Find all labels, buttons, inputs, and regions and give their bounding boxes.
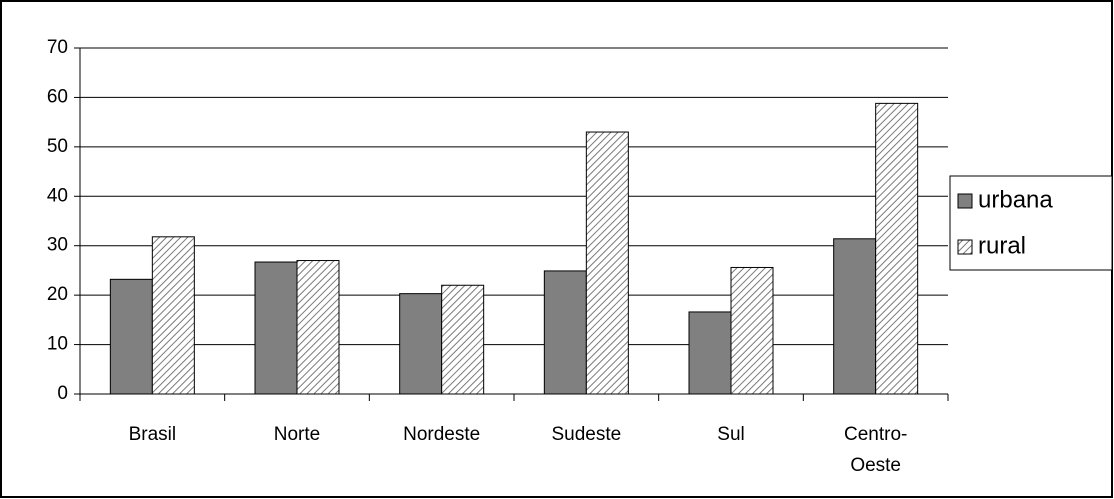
legend-swatch <box>957 239 973 255</box>
y-tick-label: 0 <box>57 383 68 404</box>
bar <box>875 102 919 395</box>
y-tick-label: 70 <box>47 37 68 58</box>
y-tick-label: 60 <box>47 86 68 107</box>
x-tick-label-line: Centro- <box>844 424 907 445</box>
bar <box>151 236 195 395</box>
y-tick-label: 10 <box>47 334 68 355</box>
x-tick-label: Centro- Oeste <box>844 424 907 476</box>
bar <box>543 270 587 395</box>
x-tick-label-line: Oeste <box>850 455 901 476</box>
bar <box>688 311 732 395</box>
legend-box <box>949 175 1113 271</box>
legend-label: rural <box>978 232 1026 259</box>
bar <box>730 266 774 395</box>
y-tick-label: 40 <box>47 185 68 206</box>
bar <box>833 238 877 395</box>
bar <box>254 261 298 395</box>
x-tick-label: Sul <box>717 424 744 445</box>
y-tick-label: 20 <box>47 284 68 305</box>
x-tick-label: Norte <box>274 424 320 445</box>
legend-swatch <box>957 193 973 209</box>
x-tick-label: Sudeste <box>551 424 621 445</box>
x-tick-label: Brasil <box>129 424 177 445</box>
bar <box>585 131 629 395</box>
x-tick-label: Nordeste <box>403 424 480 445</box>
bar <box>441 284 485 395</box>
bar <box>296 260 340 395</box>
y-tick-label: 50 <box>47 136 68 157</box>
legend-label: urbana <box>978 186 1053 213</box>
bar <box>399 293 443 395</box>
bar <box>109 278 153 395</box>
y-tick-label: 30 <box>47 235 68 256</box>
